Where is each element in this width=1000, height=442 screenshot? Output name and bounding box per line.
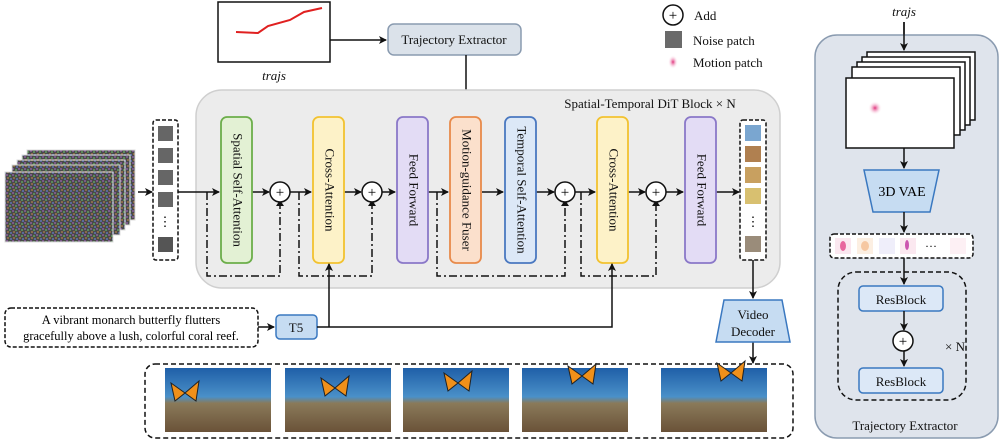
module-label: Cross-Attention <box>607 148 622 232</box>
right-trajs-label: trajs <box>892 4 916 19</box>
svg-text:Decoder: Decoder <box>731 324 776 339</box>
add-icon <box>662 4 684 26</box>
add-icon: + <box>361 181 383 203</box>
dit-block-title: Spatial-Temporal DiT Block × N <box>564 96 736 111</box>
text-prompt: A vibrant monarch butterfly flutters gra… <box>4 307 259 348</box>
output-token-column: ⋮ <box>739 119 767 261</box>
module-box <box>449 116 482 264</box>
right-panel-title: Trajectory Extractor <box>852 418 958 433</box>
module-box <box>396 116 429 264</box>
legend-motion-patch: Motion patch <box>693 55 763 70</box>
trajectory-map-stack <box>845 51 976 149</box>
module-feed-forward: Feed Forward <box>684 116 717 264</box>
svg-text:⋮: ⋮ <box>747 214 760 229</box>
butterfly <box>320 374 350 397</box>
add-icon: + <box>269 181 291 203</box>
module-label: Feed Forward <box>407 154 422 227</box>
video-decoder: Video Decoder <box>715 299 791 343</box>
svg-text:···: ··· <box>925 239 937 253</box>
video-frame <box>403 368 509 432</box>
module-cross-attention: Cross-Attention <box>312 116 345 264</box>
svg-text:3D VAE: 3D VAE <box>878 185 925 200</box>
svg-text:⋮: ⋮ <box>159 214 172 229</box>
resblock-2: ResBlock <box>858 367 944 394</box>
video-frame <box>285 368 391 432</box>
svg-text:+: + <box>561 185 569 201</box>
repeat-n-label: × N <box>945 339 966 354</box>
motion-patch-icon <box>668 55 678 69</box>
svg-text:+: + <box>276 185 284 201</box>
legend: + Add Noise patch Motion patch <box>662 4 763 70</box>
svg-text:+: + <box>652 185 660 201</box>
module-label: Motion-guidance Fuser <box>460 129 475 251</box>
resblock-1: ResBlock <box>858 285 944 312</box>
add-icon: + <box>554 181 576 203</box>
module-motion-guidance-fuser: Motion-guidance Fuser <box>449 116 482 264</box>
svg-text:+: + <box>899 334 907 350</box>
legend-noise-patch: Noise patch <box>693 33 755 48</box>
svg-text:Video: Video <box>738 307 769 322</box>
trajs-input: trajs <box>217 1 331 83</box>
t5-encoder: T5 <box>275 314 318 340</box>
module-label: Temporal Self-Attention <box>515 126 530 254</box>
butterfly <box>567 362 597 385</box>
svg-text:+: + <box>368 185 376 201</box>
module-spatial-self-attention: Spatial Self-Attention <box>220 116 253 264</box>
module-cross-attention: Cross-Attention <box>596 116 629 264</box>
motion-token-row: ··· <box>829 233 974 259</box>
module-feed-forward: Feed Forward <box>396 116 429 264</box>
noise-patch-icon <box>665 31 682 48</box>
butterfly <box>443 369 473 392</box>
video-frame <box>522 362 628 432</box>
trajectory-extractor-label: Trajectory Extractor <box>401 32 507 47</box>
noise-token-column: ⋮ <box>152 119 179 261</box>
module-temporal-self-attention: Temporal Self-Attention <box>504 116 537 264</box>
svg-text:ResBlock: ResBlock <box>876 374 927 389</box>
module-box <box>504 116 537 264</box>
trajectory-extractor-box: Trajectory Extractor <box>387 23 522 56</box>
svg-text:T5: T5 <box>289 320 303 335</box>
legend-add: Add <box>694 8 717 23</box>
output-video-frames <box>144 359 794 439</box>
butterfly <box>170 379 200 402</box>
module-box <box>220 116 253 264</box>
add-icon: + <box>645 181 667 203</box>
svg-text:gracefully above a lush, color: gracefully above a lush, colorful coral … <box>23 329 239 343</box>
module-label: Feed Forward <box>695 154 710 227</box>
svg-text:ResBlock: ResBlock <box>876 292 927 307</box>
3d-vae: 3D VAE <box>863 169 940 213</box>
module-label: Cross-Attention <box>323 148 338 232</box>
video-frame <box>661 359 767 432</box>
trajectory-curve <box>235 7 323 35</box>
video-frame <box>165 368 271 432</box>
svg-text:A vibrant monarch butterfly fl: A vibrant monarch butterfly flutters <box>42 313 221 327</box>
module-box <box>684 116 717 264</box>
trajs-label: trajs <box>262 68 286 83</box>
svg-text:+: + <box>669 8 677 24</box>
add-nodes: + + + + <box>269 181 667 203</box>
butterfly <box>716 359 746 382</box>
module-label: Spatial Self-Attention <box>231 133 246 247</box>
add-icon: + <box>892 330 914 352</box>
noise-video-latents <box>4 149 136 243</box>
